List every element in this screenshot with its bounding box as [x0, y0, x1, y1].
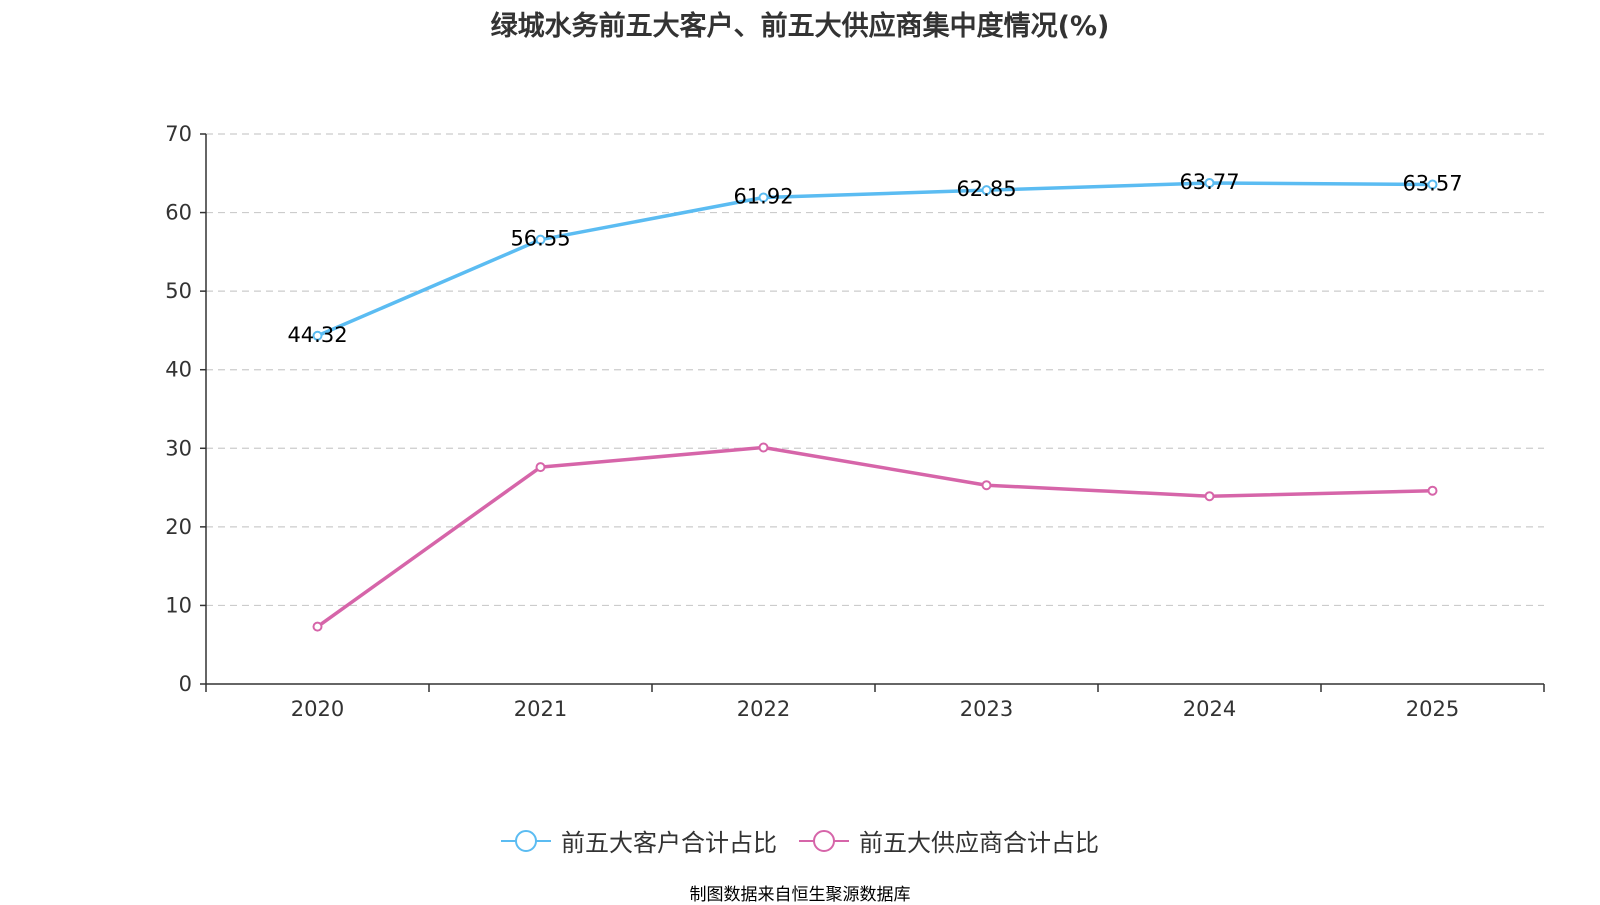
x-tick-label: 2024 [1183, 697, 1236, 721]
series-line-1 [316, 445, 1433, 629]
data-point [1427, 179, 1438, 190]
data-point [535, 234, 546, 245]
data-point [1427, 485, 1438, 496]
x-tick-label: 2025 [1406, 697, 1459, 721]
legend-item-customers[interactable]: 前五大客户合计占比 [501, 823, 777, 858]
data-point [312, 330, 323, 341]
data-point [1204, 177, 1215, 188]
data-point [981, 185, 992, 196]
x-tick-label: 2020 [291, 697, 344, 721]
data-point [535, 462, 546, 473]
legend-label-suppliers: 前五大供应商合计占比 [859, 829, 1099, 857]
data-label: 63.57 [1402, 172, 1462, 196]
data-labels: 44.32 56.55 61.92 62.85 63.77 63.57 [287, 170, 1462, 347]
chart-title: 绿城水务前五大客户、前五大供应商集中度情况(%) [490, 11, 1110, 42]
axes: 0 10 20 30 40 50 60 70 2020 2021 2022 2023 2024 2025 [165, 122, 1545, 721]
y-tick-label: 60 [165, 201, 192, 225]
data-point [981, 480, 992, 491]
series [312, 177, 1438, 632]
x-tick-label: 2022 [737, 697, 790, 721]
grid-lines [206, 133, 1544, 607]
y-tick-label: 40 [165, 358, 192, 382]
legend-marker-customers-icon [501, 829, 551, 852]
data-label: 62.85 [956, 177, 1016, 201]
x-tick-label: 2021 [514, 697, 567, 721]
data-point [758, 442, 769, 453]
y-tick-label: 30 [165, 436, 192, 460]
data-label: 63.77 [1179, 170, 1239, 194]
series-line-0 [316, 181, 1433, 338]
y-tick-label: 20 [165, 515, 192, 539]
y-tick-label: 70 [165, 122, 192, 146]
y-tick-label: 10 [165, 593, 192, 617]
data-point [1204, 491, 1215, 502]
data-label: 44.32 [287, 323, 347, 347]
legend: 前五大客户合计占比 前五大供应商合计占比 [0, 823, 1600, 858]
data-label: 56.55 [510, 227, 570, 251]
legend-label-customers: 前五大客户合计占比 [561, 829, 777, 857]
legend-marker-suppliers-icon [799, 829, 849, 852]
y-tick-label: 0 [179, 672, 192, 696]
x-tick-label: 2023 [960, 697, 1013, 721]
data-point [312, 621, 323, 632]
data-label: 61.92 [733, 184, 793, 208]
data-point [758, 192, 769, 203]
source-note: 制图数据来自恒生聚源数据库 [689, 885, 911, 905]
y-tick-label: 50 [165, 279, 192, 303]
legend-item-suppliers[interactable]: 前五大供应商合计占比 [799, 823, 1099, 858]
